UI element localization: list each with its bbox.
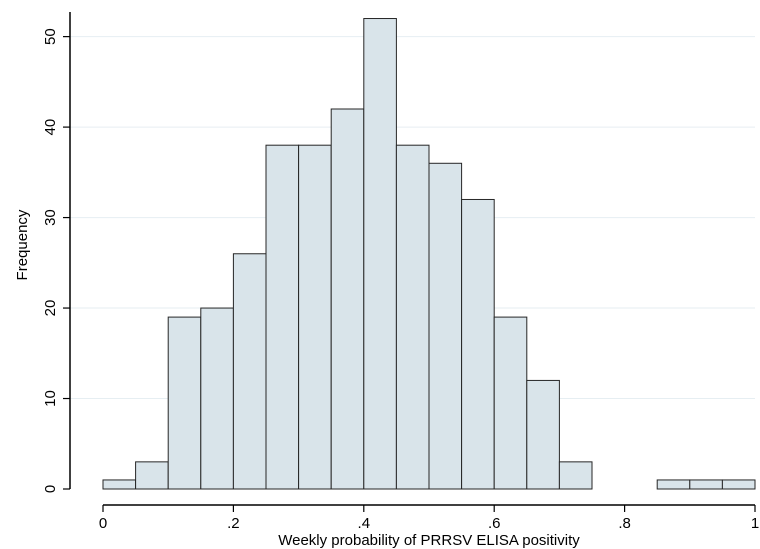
histogram-bar [232,253,267,490]
histogram-bar [656,479,691,490]
x-tick-label: 1 [751,515,759,532]
x-tick-label: .2 [227,515,240,532]
histogram-bar [330,108,365,490]
histogram-bar [461,198,495,490]
y-tick-label: 40 [42,119,59,136]
histogram-bar [265,144,300,490]
histogram-bar [428,162,463,490]
y-axis-ticks: 0 10 20 30 40 50 [42,28,70,493]
histogram-bar [493,316,528,490]
y-tick-label: 0 [42,485,59,493]
y-tick-label: 20 [42,300,59,317]
histogram-bar [526,379,560,490]
x-tick-label: .8 [618,515,631,532]
histogram-bar [200,307,234,490]
histogram-bar [395,144,430,490]
x-axis-title: Weekly probability of PRRSV ELISA positi… [278,532,580,549]
histogram-bar [689,479,723,490]
x-axis-ticks: 0 .2 .4 .6 .8 1 [99,505,759,532]
y-axis-title: Frequency [14,209,31,280]
histogram-bar [102,479,137,490]
x-tick-label: .6 [488,515,501,532]
histogram-bar [167,316,202,490]
x-tick-label: .4 [358,515,371,532]
histogram-bars [102,18,756,490]
histogram-bar [721,479,756,490]
axes [69,12,755,506]
x-tick-label: 0 [99,515,107,532]
y-tick-label: 30 [42,209,59,226]
histogram-bar [363,18,397,490]
y-tick-label: 50 [42,28,59,45]
histogram-bar [558,461,593,490]
y-tick-label: 10 [42,390,59,407]
histogram-bar [135,461,169,490]
histogram-bar [298,144,332,490]
